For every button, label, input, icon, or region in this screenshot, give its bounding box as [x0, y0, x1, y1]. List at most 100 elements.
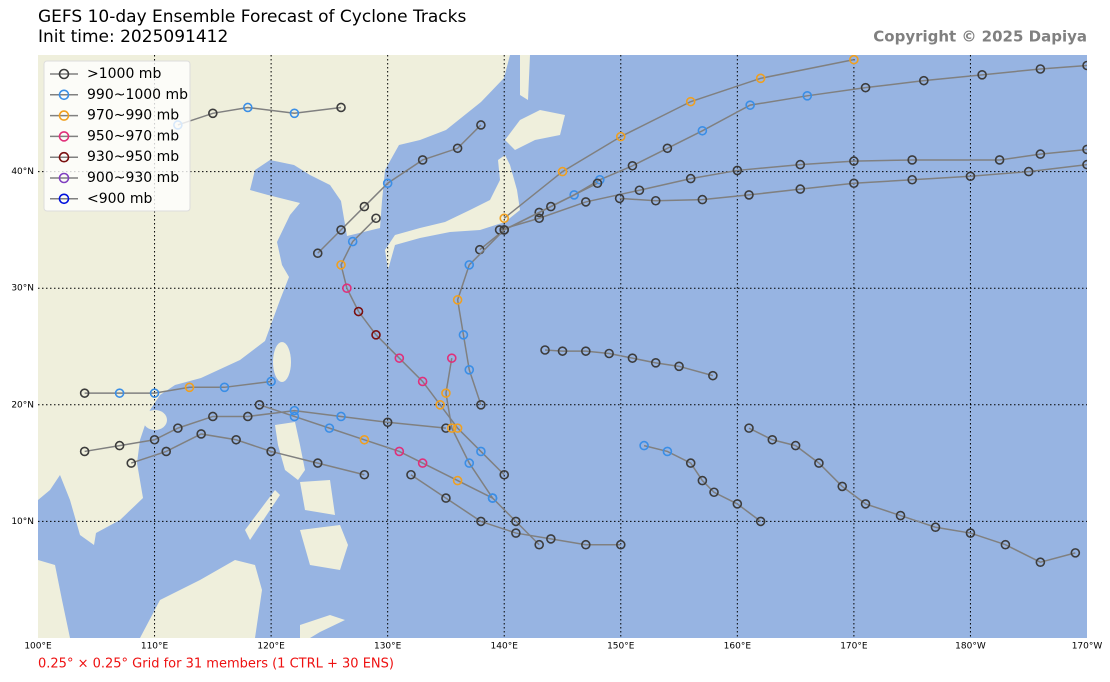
track-point	[173, 423, 183, 433]
track-line	[456, 182, 598, 406]
track-point	[312, 248, 323, 259]
lon-tick-label: 100°E	[24, 642, 52, 652]
legend-label: 990~1000 mb	[87, 87, 188, 103]
legend-swatch	[58, 193, 70, 205]
track-line	[317, 124, 482, 254]
track-point	[895, 510, 906, 521]
track-point	[837, 481, 848, 492]
track-point	[254, 399, 265, 410]
track-point	[371, 213, 381, 224]
track-point	[1082, 60, 1087, 71]
footnote: 0.25° × 0.25° Grid for 31 members (1 CTR…	[38, 657, 394, 672]
track-point	[1082, 144, 1087, 155]
track-point	[499, 213, 510, 224]
track-point	[359, 201, 370, 212]
track-point	[627, 160, 638, 171]
track-point	[406, 469, 416, 480]
track-line	[445, 358, 540, 546]
track-point	[476, 120, 486, 130]
track-point	[382, 178, 393, 189]
track-line	[619, 163, 1087, 202]
track-point	[208, 411, 218, 422]
track-point	[511, 516, 521, 527]
lat-tick-label: 10°N	[11, 517, 34, 527]
legend-swatch	[58, 89, 70, 101]
track-point	[417, 376, 428, 387]
track-point	[79, 446, 90, 457]
track-point	[685, 173, 696, 184]
track-point	[581, 346, 591, 356]
track-point	[289, 411, 300, 422]
track-point	[458, 330, 469, 340]
track-point	[289, 108, 300, 119]
track-point	[452, 475, 463, 486]
track-line	[410, 474, 621, 546]
lat-tick-label: 40°N	[11, 167, 34, 177]
track-point	[627, 353, 638, 363]
track-point	[546, 201, 556, 212]
track-point	[697, 125, 708, 136]
track-point	[744, 190, 754, 200]
track-point	[907, 155, 917, 165]
legend-swatch	[58, 110, 70, 121]
legend-swatch	[58, 131, 70, 142]
track-point	[499, 225, 510, 235]
track-point	[650, 358, 661, 368]
legend-swatch	[58, 151, 70, 163]
track-point	[604, 348, 614, 359]
track-point	[243, 411, 253, 422]
copyright: Copyright © 2025 Dapiya	[873, 28, 1087, 46]
track-point	[126, 458, 137, 468]
track-point	[359, 469, 370, 480]
track-point	[452, 295, 463, 305]
track-point	[441, 388, 451, 398]
track-point	[196, 429, 206, 439]
track-point	[615, 539, 626, 550]
track-point	[347, 236, 358, 247]
track-point	[581, 197, 591, 207]
track-line	[84, 380, 272, 394]
legend-label: 970~990 mb	[87, 108, 179, 124]
track-point	[755, 516, 766, 527]
track-point	[614, 193, 625, 204]
track-point	[697, 475, 708, 486]
lon-tick-label: 120°E	[257, 642, 285, 652]
track-point	[546, 534, 556, 544]
tracks	[79, 55, 1087, 568]
lon-tick-label: 170°E	[840, 642, 868, 652]
track-point	[417, 155, 428, 165]
lon-tick-label: 140°E	[491, 642, 519, 652]
track-point	[231, 434, 241, 445]
track-point	[464, 260, 475, 270]
track-point	[441, 423, 451, 433]
track-point	[149, 388, 160, 398]
legend-label: <900 mb	[87, 191, 153, 207]
track-point	[382, 417, 393, 428]
track-line	[499, 148, 1087, 231]
track-point	[487, 493, 498, 503]
track-point	[499, 469, 510, 480]
track-point	[1023, 166, 1034, 177]
track-point	[353, 306, 364, 317]
track-point	[907, 174, 917, 185]
track-line	[643, 444, 762, 522]
track-point	[336, 102, 346, 113]
track-point	[755, 73, 766, 84]
track-point	[860, 82, 871, 93]
legend-box	[43, 60, 191, 212]
track-point	[417, 458, 428, 468]
legend-label: >1000 mb	[87, 66, 161, 82]
track-line	[259, 404, 493, 499]
track-point	[266, 376, 276, 387]
track-line	[84, 409, 447, 453]
track-point	[446, 353, 457, 363]
track-point	[540, 345, 550, 355]
init-time: Init time: 2025091412	[38, 27, 228, 47]
track-point	[965, 171, 976, 182]
track-point	[1035, 149, 1046, 159]
track-point	[732, 165, 743, 176]
lat-tick-label: 20°N	[11, 400, 34, 410]
track-point	[919, 75, 929, 86]
track-point	[435, 399, 445, 410]
